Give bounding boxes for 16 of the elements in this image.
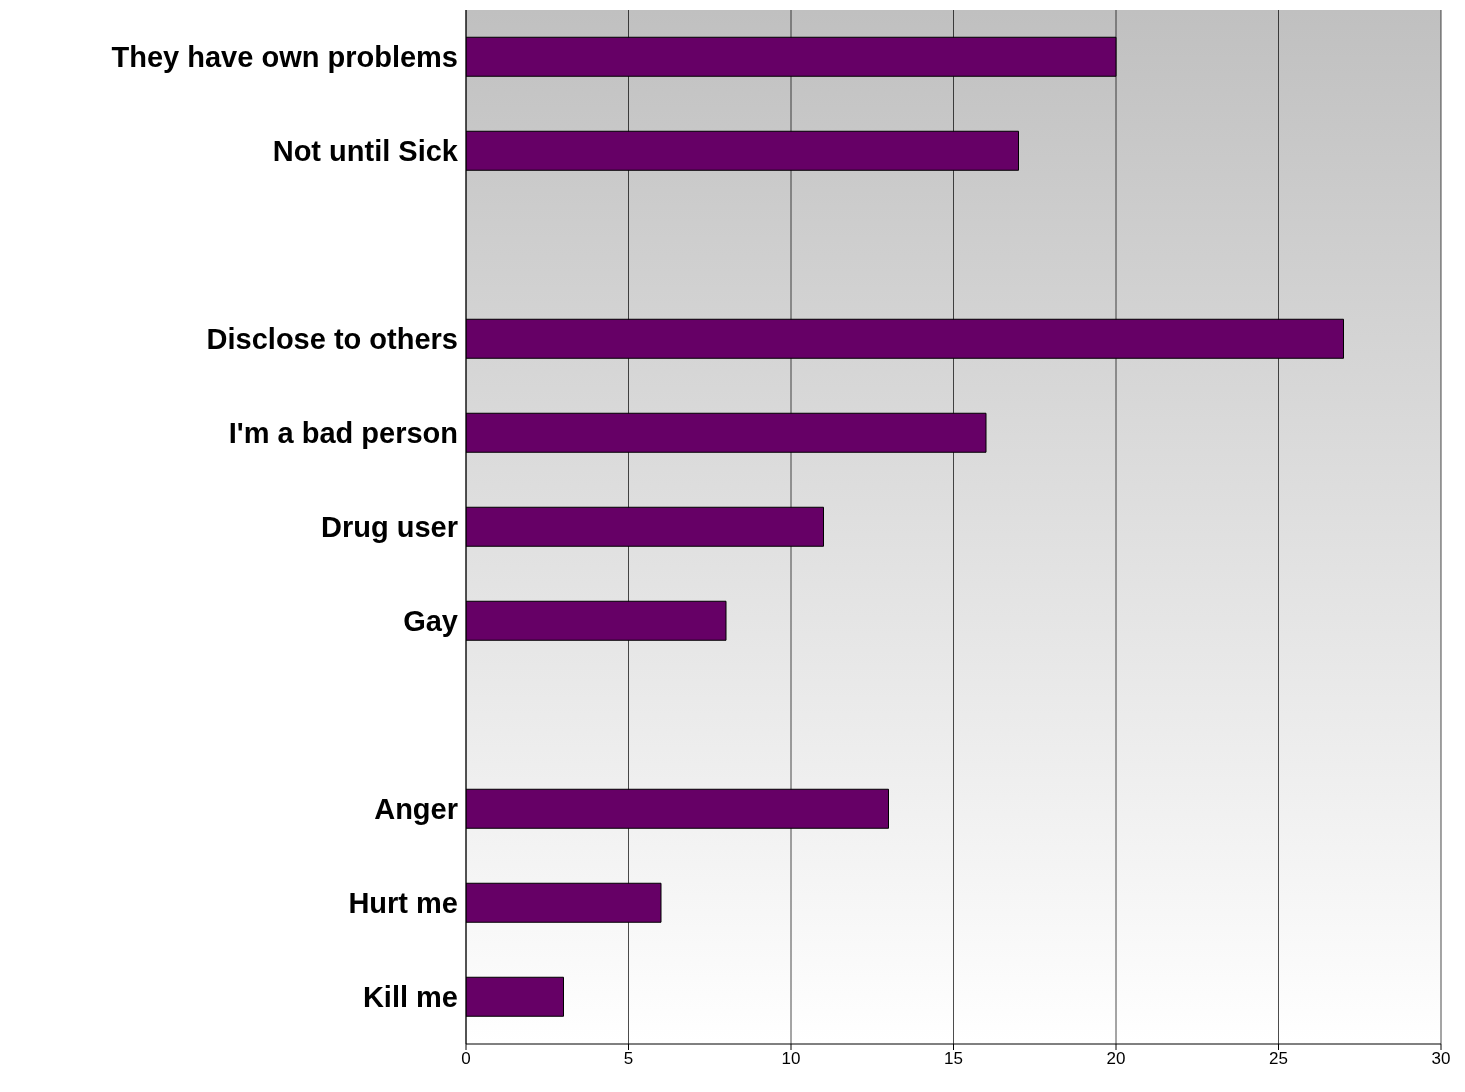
y-tick-label: Kill me <box>362 981 458 1014</box>
y-tick-label: Hurt me <box>348 887 458 920</box>
y-tick-label: I'm a bad person <box>228 417 458 450</box>
y-tick-label: They have own problems <box>111 41 458 74</box>
y-tick-label: Anger <box>374 793 458 826</box>
x-tick-label: 0 <box>461 1049 471 1069</box>
x-tick-label: 5 <box>623 1049 634 1069</box>
x-tick-label: 10 <box>781 1049 801 1069</box>
y-tick-label: Disclose to others <box>206 323 458 356</box>
y-tick-label: Gay <box>403 605 458 638</box>
y-tick-label: Not until Sick <box>272 135 459 168</box>
x-tick-label: 20 <box>1106 1049 1126 1069</box>
x-tick-label: 30 <box>1431 1049 1451 1069</box>
y-tick-label: Drug user <box>321 511 458 544</box>
x-tick-label: 15 <box>944 1049 963 1069</box>
x-tick-label: 25 <box>1269 1049 1288 1069</box>
